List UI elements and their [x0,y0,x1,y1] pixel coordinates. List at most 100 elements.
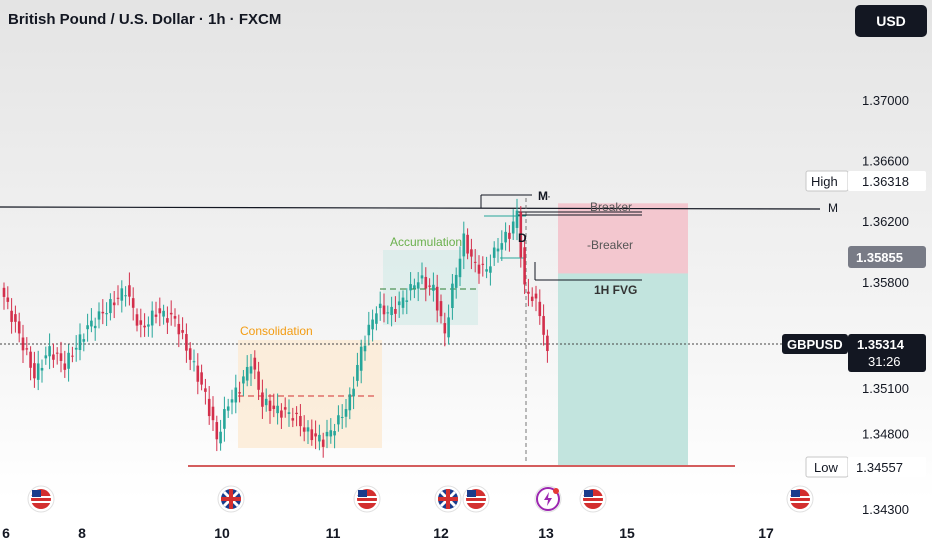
candle-body[interactable] [188,348,192,360]
candle-body[interactable] [439,301,443,317]
candle-body[interactable] [150,310,154,326]
candle-body[interactable] [97,311,101,320]
candle-body[interactable] [6,297,10,302]
candle-body[interactable] [257,371,260,390]
candle-body[interactable] [147,324,150,327]
candle-body[interactable] [451,283,454,309]
candle-body[interactable] [211,406,215,421]
candle-body[interactable] [204,388,207,392]
candle-body[interactable] [359,346,363,371]
take-profit-zone[interactable] [558,273,688,465]
candle-body[interactable] [245,366,249,381]
candle-body[interactable] [63,363,67,370]
candle-body[interactable] [74,347,78,350]
key-level-line[interactable] [0,206,821,210]
candle-body[interactable] [314,433,317,437]
candle-body[interactable] [67,352,70,369]
candle-body[interactable] [139,320,143,325]
candle-body[interactable] [504,231,507,243]
candle-body[interactable] [511,221,515,234]
candle-body[interactable] [93,325,97,329]
candle-body[interactable] [523,247,526,285]
currency-button[interactable]: USD [855,5,927,37]
candle-body[interactable] [534,293,538,299]
candle-body[interactable] [348,394,352,411]
candle-body[interactable] [52,354,55,360]
candle-body[interactable] [192,361,196,363]
candle-body[interactable] [435,286,439,311]
candle-body[interactable] [59,353,63,361]
candle-body[interactable] [420,275,424,279]
candle-body[interactable] [318,434,321,442]
candle-body[interactable] [344,409,348,417]
candle-body[interactable] [356,364,359,381]
candle-body[interactable] [158,308,162,314]
candle-body[interactable] [454,274,458,288]
candle-body[interactable] [371,319,374,330]
candle-body[interactable] [302,427,306,432]
candle-body[interactable] [538,301,542,317]
candle-body[interactable] [337,415,340,425]
candle-body[interactable] [367,324,371,336]
candle-body[interactable] [496,248,500,252]
candle-body[interactable] [105,313,108,315]
candle-body[interactable] [181,330,184,333]
candle-body[interactable] [86,325,89,330]
candle-body[interactable] [242,376,245,384]
candle-body[interactable] [443,323,447,334]
candle-body[interactable] [519,212,523,258]
candle-body[interactable] [128,285,131,297]
candle-body[interactable] [352,388,355,397]
candle-body[interactable] [166,318,169,323]
candle-body[interactable] [394,309,397,314]
candle-body[interactable] [249,366,253,374]
candle-body[interactable] [238,392,241,394]
candle-body[interactable] [109,299,112,314]
candle-body[interactable] [287,412,291,415]
candle-body[interactable] [489,266,492,273]
candle-body[interactable] [48,346,51,357]
candle-body[interactable] [143,325,146,328]
candle-body[interactable] [447,317,450,338]
candle-body[interactable] [36,363,40,380]
candle-body[interactable] [470,249,473,257]
candle-body[interactable] [409,284,412,291]
candle-body[interactable] [219,431,222,444]
candle-body[interactable] [33,363,36,379]
candle-body[interactable] [424,276,428,289]
candle-body[interactable] [401,297,405,308]
candle-body[interactable] [17,321,21,334]
candle-body[interactable] [280,410,283,418]
candle-body[interactable] [413,285,416,289]
candle-body[interactable] [169,312,173,315]
candle-body[interactable] [82,339,86,342]
candle-body[interactable] [173,316,177,319]
candle-body[interactable] [295,412,298,415]
candle-body[interactable] [162,310,165,317]
candle-body[interactable] [154,314,158,317]
candle-body[interactable] [375,313,378,324]
candle-body[interactable] [428,285,431,287]
candle-body[interactable] [333,431,336,436]
candle-body[interactable] [112,302,116,306]
candle-body[interactable] [390,306,393,316]
candle-body[interactable] [462,233,466,257]
candle-body[interactable] [378,303,382,309]
candle-body[interactable] [185,334,188,351]
candle-body[interactable] [340,416,344,418]
candle-body[interactable] [14,314,17,322]
candle-body[interactable] [458,258,462,278]
candle-body[interactable] [276,405,279,414]
candle-body[interactable] [268,400,272,412]
candle-body[interactable] [546,335,549,352]
candle-body[interactable] [135,314,139,326]
candle-body[interactable] [397,301,401,306]
candle-body[interactable] [310,429,314,441]
candle-body[interactable] [416,282,420,289]
candle-body[interactable] [40,367,44,371]
candle-body[interactable] [321,439,325,447]
candle-body[interactable] [131,298,135,308]
candle-body[interactable] [508,232,511,239]
